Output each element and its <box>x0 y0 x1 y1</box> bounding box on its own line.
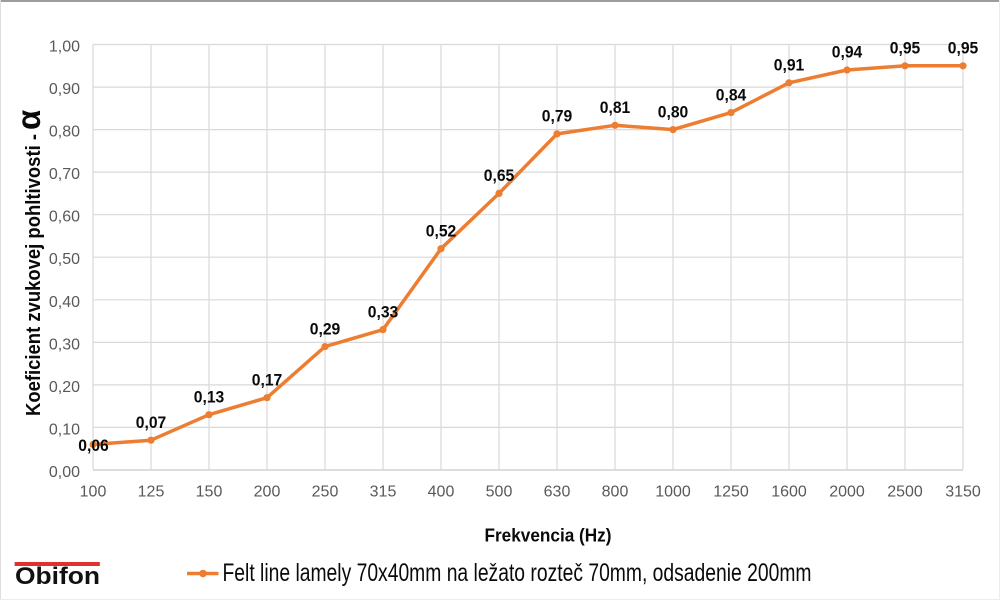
svg-text:0,29: 0,29 <box>310 319 341 338</box>
svg-text:0,17: 0,17 <box>252 370 283 389</box>
svg-text:2000: 2000 <box>829 484 865 501</box>
svg-text:0,90: 0,90 <box>49 81 80 98</box>
svg-text:0,84: 0,84 <box>716 85 747 104</box>
svg-text:Obifon: Obifon <box>15 563 100 590</box>
svg-text:1250: 1250 <box>713 484 749 501</box>
svg-text:630: 630 <box>544 484 571 501</box>
svg-text:Felt line lamely 70x40mm na le: Felt line lamely 70x40mm na ležato rozte… <box>223 559 812 587</box>
svg-text:0,07: 0,07 <box>136 413 167 432</box>
svg-text:0,00: 0,00 <box>49 464 80 481</box>
svg-text:0,70: 0,70 <box>49 166 80 183</box>
svg-text:200: 200 <box>254 484 281 501</box>
svg-text:0,52: 0,52 <box>426 221 457 240</box>
svg-text:315: 315 <box>370 484 397 501</box>
svg-text:0,30: 0,30 <box>49 336 80 353</box>
svg-text:Frekvencia (Hz): Frekvencia (Hz) <box>485 526 612 546</box>
svg-text:α: α <box>10 110 47 130</box>
svg-text:100: 100 <box>80 484 107 501</box>
svg-text:0,81: 0,81 <box>600 98 631 117</box>
svg-text:0,65: 0,65 <box>484 166 515 185</box>
svg-text:0,33: 0,33 <box>368 302 399 321</box>
svg-text:0,60: 0,60 <box>49 209 80 226</box>
svg-text:0,95: 0,95 <box>890 39 921 58</box>
svg-text:250: 250 <box>312 484 339 501</box>
svg-text:2500: 2500 <box>887 484 923 501</box>
svg-text:0,10: 0,10 <box>49 421 80 438</box>
svg-text:0,94: 0,94 <box>832 43 863 62</box>
svg-text:0,50: 0,50 <box>49 251 80 268</box>
svg-text:0,95: 0,95 <box>948 39 979 58</box>
svg-text:500: 500 <box>486 484 513 501</box>
svg-text:0,20: 0,20 <box>49 379 80 396</box>
svg-text:0,80: 0,80 <box>658 102 689 121</box>
svg-text:800: 800 <box>602 484 629 501</box>
svg-text:0,13: 0,13 <box>194 387 225 406</box>
svg-text:1000: 1000 <box>655 484 691 501</box>
svg-text:3150: 3150 <box>945 484 981 501</box>
svg-text:400: 400 <box>428 484 455 501</box>
svg-text:0,80: 0,80 <box>49 124 80 141</box>
svg-text:0,91: 0,91 <box>774 56 805 75</box>
svg-text:0,40: 0,40 <box>49 294 80 311</box>
svg-text:1600: 1600 <box>771 484 807 501</box>
svg-text:150: 150 <box>196 484 223 501</box>
svg-text:Koeficient zvukovej pohltivost: Koeficient zvukovej pohltivosti - <box>23 134 45 416</box>
svg-text:125: 125 <box>138 484 165 501</box>
svg-text:1,00: 1,00 <box>49 39 80 56</box>
svg-text:0,79: 0,79 <box>542 107 573 126</box>
svg-text:0,06: 0,06 <box>78 436 109 455</box>
